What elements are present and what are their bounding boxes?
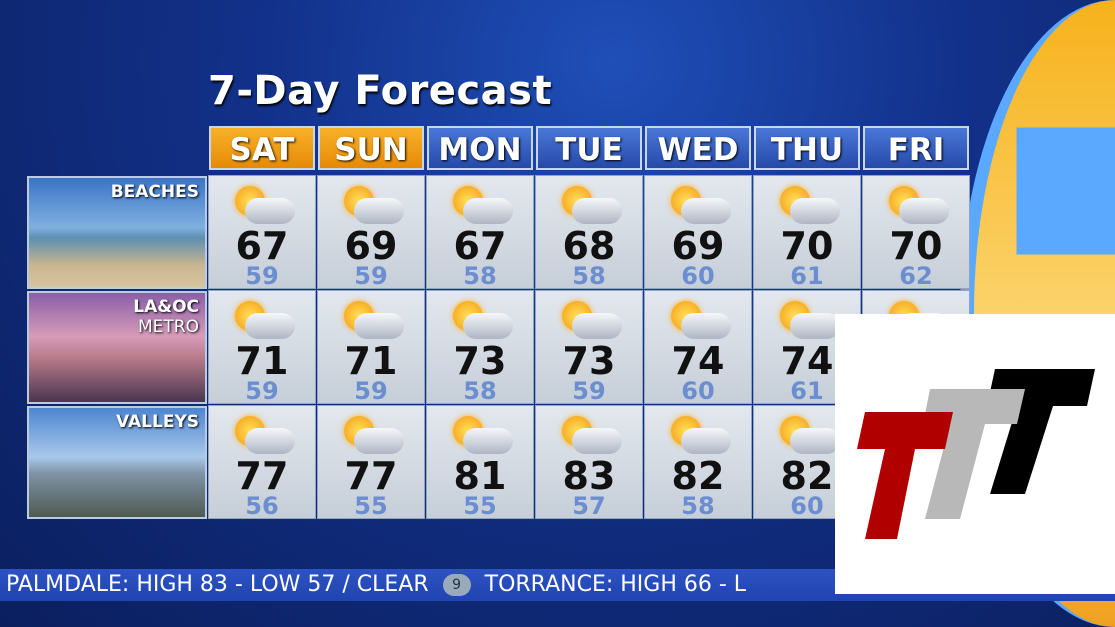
high-temp: 71: [235, 339, 289, 383]
cloud-icon: [790, 313, 840, 339]
cloud-icon: [899, 198, 949, 224]
region-0: BEACHES: [27, 176, 207, 289]
low-temp: 62: [899, 262, 933, 290]
high-temp: 83: [562, 454, 616, 498]
low-temp: 60: [790, 492, 824, 520]
region-2: VALLEYS: [27, 406, 207, 519]
cloud-icon: [790, 428, 840, 454]
cloud-icon: [354, 428, 404, 454]
low-temp: 60: [681, 262, 715, 290]
forecast-cell: 70 62: [862, 175, 970, 290]
low-temp: 55: [463, 492, 497, 520]
cloud-icon: [681, 428, 731, 454]
cloud-icon: [463, 428, 513, 454]
low-temp: 56: [245, 492, 279, 520]
day-header-tue: TUE: [536, 126, 642, 170]
day-header-sat: SAT: [209, 126, 315, 170]
day-header-sun: SUN: [318, 126, 424, 170]
cloud-icon: [681, 198, 731, 224]
forecast-cell: 77 55: [317, 405, 425, 520]
low-temp: 60: [681, 377, 715, 405]
region-1: LA&OC METRO: [27, 291, 207, 404]
high-temp: 77: [344, 454, 398, 498]
low-temp: 61: [790, 377, 824, 405]
cloud-icon: [572, 198, 622, 224]
forecast-cell: 71 59: [317, 290, 425, 405]
low-temp: 58: [463, 262, 497, 290]
low-temp: 59: [245, 262, 279, 290]
low-temp: 58: [463, 377, 497, 405]
day-header-mon: MON: [427, 126, 533, 170]
low-temp: 59: [245, 377, 279, 405]
watermark-logo: [835, 314, 1115, 594]
high-temp: 73: [453, 339, 507, 383]
logo-t-black: [987, 369, 1095, 494]
cloud-icon: [463, 198, 513, 224]
high-temp: 69: [344, 224, 398, 268]
low-temp: 58: [681, 492, 715, 520]
cloud-icon: [572, 313, 622, 339]
station-logo-icon: 9: [442, 574, 471, 596]
low-temp: 58: [572, 262, 606, 290]
forecast-cell: 73 58: [426, 290, 534, 405]
low-temp: 57: [572, 492, 606, 520]
region-label: BEACHES: [110, 182, 199, 202]
high-temp: 74: [780, 339, 834, 383]
ticker-item: TORRANCE: HIGH 66 - L: [484, 572, 747, 597]
high-temp: 67: [453, 224, 507, 268]
high-temp: 73: [562, 339, 616, 383]
forecast-cell: 73 59: [535, 290, 643, 405]
cloud-icon: [572, 428, 622, 454]
cloud-icon: [354, 313, 404, 339]
forecast-cell: 69 60: [644, 175, 752, 290]
cloud-icon: [354, 198, 404, 224]
forecast-cell: 67 59: [208, 175, 316, 290]
cloud-icon: [681, 313, 731, 339]
high-temp: 67: [235, 224, 289, 268]
forecast-cell: 67 58: [426, 175, 534, 290]
forecast-cell: 83 57: [535, 405, 643, 520]
low-temp: 59: [354, 262, 388, 290]
forecast-cell: 69 59: [317, 175, 425, 290]
cloud-icon: [790, 198, 840, 224]
day-header-thu: THU: [754, 126, 860, 170]
forecast-cell: 70 61: [753, 175, 861, 290]
high-temp: 68: [562, 224, 616, 268]
forecast-cell: 71 59: [208, 290, 316, 405]
forecast-cell: 74 60: [644, 290, 752, 405]
cloud-icon: [245, 313, 295, 339]
page-title: 7-Day Forecast: [208, 68, 553, 114]
high-temp: 82: [780, 454, 834, 498]
day-header-fri: FRI: [863, 126, 969, 170]
high-temp: 81: [453, 454, 507, 498]
ticker-item: PALMDALE: HIGH 83 - LOW 57 / CLEAR: [6, 572, 429, 597]
high-temp: 82: [671, 454, 725, 498]
forecast-cell: 77 56: [208, 405, 316, 520]
region-sublabel: METRO: [138, 317, 199, 337]
high-temp: 69: [671, 224, 725, 268]
high-temp: 74: [671, 339, 725, 383]
cloud-icon: [463, 313, 513, 339]
region-label: LA&OC: [133, 297, 199, 317]
day-header-wed: WED: [645, 126, 751, 170]
cloud-icon: [245, 428, 295, 454]
forecast-cell: 81 55: [426, 405, 534, 520]
high-temp: 71: [344, 339, 398, 383]
high-temp: 70: [780, 224, 834, 268]
low-temp: 59: [572, 377, 606, 405]
low-temp: 55: [354, 492, 388, 520]
high-temp: 70: [889, 224, 943, 268]
cloud-icon: [245, 198, 295, 224]
logo-t-red: [857, 412, 953, 539]
forecast-cell: 68 58: [535, 175, 643, 290]
region-label: VALLEYS: [116, 412, 199, 432]
low-temp: 59: [354, 377, 388, 405]
high-temp: 77: [235, 454, 289, 498]
low-temp: 61: [790, 262, 824, 290]
forecast-cell: 82 58: [644, 405, 752, 520]
